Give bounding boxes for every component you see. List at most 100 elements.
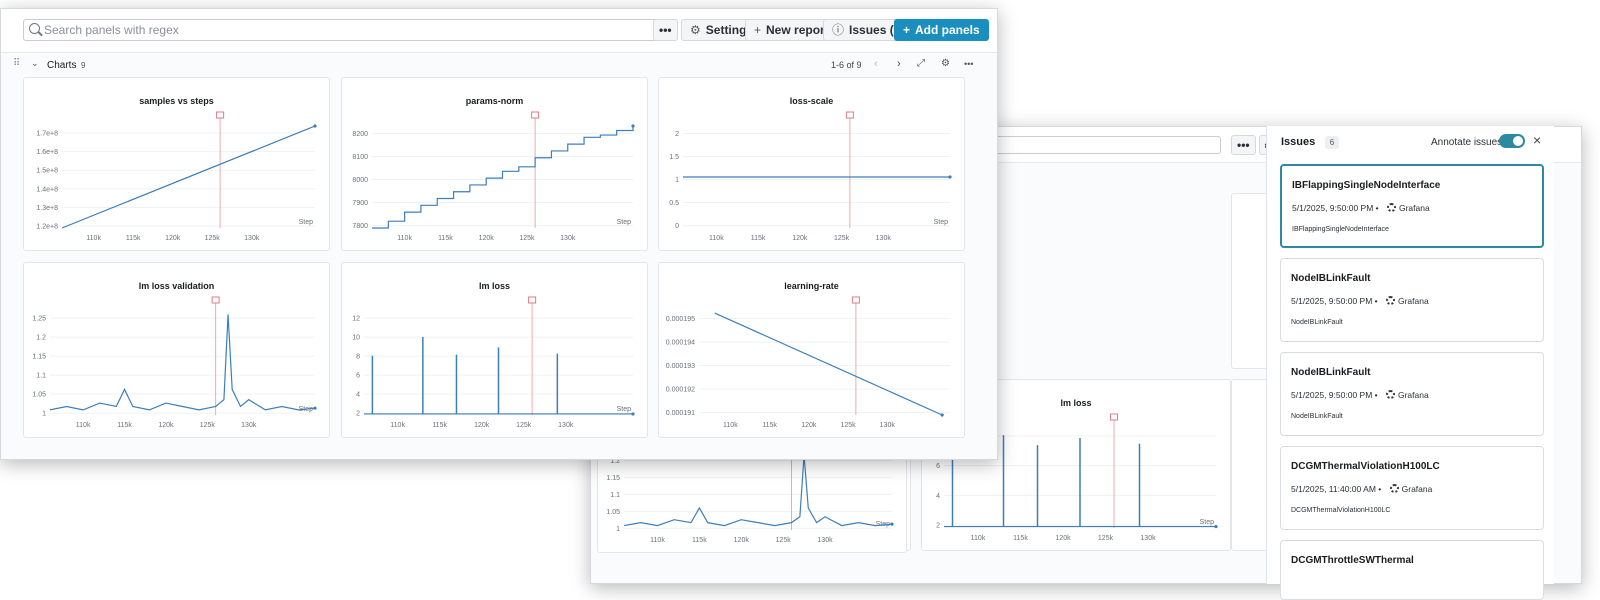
x-tick-label: 125k xyxy=(200,422,216,429)
grafana-icon xyxy=(1385,390,1395,399)
y-tick-label: 1.25 xyxy=(32,316,46,323)
issue-card-5[interactable]: DCGMThrottleSWThermal xyxy=(1280,540,1544,600)
y-tick-label: 1.2 xyxy=(610,458,620,465)
x-tick-label: 110k xyxy=(86,235,101,242)
y-tick-label: 1.7e+8 xyxy=(36,130,58,137)
chart-title: lm loss xyxy=(1060,398,1092,408)
x-axis-label: Step xyxy=(617,219,632,226)
issue-annotation-marker xyxy=(851,296,860,304)
x-tick-label: 125k xyxy=(834,235,850,242)
chevron-left-icon[interactable]: ‹ xyxy=(874,58,878,70)
issue-source: Grafana xyxy=(1397,390,1429,400)
chart-panel-params-norm[interactable]: params-norm 7800 7900 8000 8100 8200 110k 115k… xyxy=(341,77,648,251)
chart-title: lm loss validation xyxy=(138,281,215,291)
more-options-button[interactable]: ••• xyxy=(653,19,678,41)
x-tick-label: 110k xyxy=(650,537,665,544)
annotate-issues-toggle[interactable] xyxy=(1499,134,1525,148)
x-tick-label: 115k xyxy=(1013,535,1028,542)
plus-icon: + xyxy=(903,23,911,37)
issue-title: IBFlappingSingleNodeInterface xyxy=(1292,180,1441,191)
issues-button[interactable]: ⓘ Issues (6) xyxy=(823,19,914,41)
chart-panel-learning-rate[interactable]: learning-rate 0.000191 0.000192 0.000193 0.… xyxy=(658,262,965,438)
section-more-icon[interactable]: ••• xyxy=(964,59,974,69)
chart-panel-loss-scale[interactable]: loss-scale 0 0.5 1 1.5 2 110k 115k 120k 125k 130k… xyxy=(658,77,965,251)
x-tick-label: 110k xyxy=(76,422,91,429)
y-tick-label: 1.4e+8 xyxy=(36,186,58,193)
x-tick-label: 130k xyxy=(244,235,260,242)
x-tick-label: 125k xyxy=(205,235,221,242)
y-tick-label: 1.1 xyxy=(36,373,46,380)
expand-icon[interactable]: ⤢ xyxy=(917,58,925,69)
x-tick-label: 120k xyxy=(474,422,490,429)
back-chart-learning-rate xyxy=(1231,379,1271,551)
y-tick-label: 8200 xyxy=(352,131,368,138)
issue-title: DCGMThermalViolationH100LC xyxy=(1291,461,1440,472)
add-panels-button[interactable]: + Add panels xyxy=(894,19,989,41)
x-tick-label: 125k xyxy=(519,235,535,242)
x-tick-label: 115k xyxy=(751,235,766,242)
x-tick-label: 130k xyxy=(560,235,576,242)
series-end-point xyxy=(631,412,635,416)
issue-card-1[interactable]: IBFlappingSingleNodeInterface 5/1/2025, … xyxy=(1280,164,1544,248)
charts-section-header: ⠿ ⌄ Charts 9 1-6 of 9 ‹ › ⤢ ⚙ ••• xyxy=(1,53,997,81)
x-tick-label: 110k xyxy=(971,535,986,542)
series-line xyxy=(49,314,316,411)
chevron-down-icon[interactable]: ⌄ xyxy=(31,58,39,68)
x-axis-label: Step xyxy=(1200,519,1215,526)
search-input[interactable]: Search panels with regex xyxy=(23,19,663,41)
x-tick-label: 125k xyxy=(840,422,856,429)
issue-subtitle: NodeIBLinkFault xyxy=(1291,319,1343,326)
section-settings-gear-icon[interactable]: ⚙ xyxy=(941,58,950,69)
x-tick-label: 115k xyxy=(692,537,707,544)
issue-subtitle: IBFlappingSingleNodeInterface xyxy=(1292,226,1389,233)
new-report-button[interactable]: + New report xyxy=(745,19,838,41)
chart-plot: 2 4 6 8 10 12 110k 115k 120k 125k 130k Step xyxy=(352,296,635,429)
y-tick-label: 1.05 xyxy=(32,392,46,399)
grafana-icon xyxy=(1389,484,1399,493)
y-tick-label: 2 xyxy=(356,411,360,418)
issue-time: 5/1/2025, 9:50:00 PM xyxy=(1291,296,1373,306)
issue-source: Grafana xyxy=(1398,203,1430,213)
y-tick-label: 1.5e+8 xyxy=(36,168,58,175)
issue-title: DCGMThrottleSWThermal xyxy=(1291,555,1414,566)
issue-card-4[interactable]: DCGMThermalViolationH100LC 5/1/2025, 11:… xyxy=(1280,446,1544,530)
x-tick-label: 115k xyxy=(762,422,777,429)
x-axis-label: Step xyxy=(299,219,314,226)
y-tick-label: 0.000194 xyxy=(666,340,695,347)
issue-meta: 5/1/2025, 11:40:00 AM • Grafana xyxy=(1291,484,1433,494)
x-tick-label: 125k xyxy=(1098,535,1114,542)
series-end-point xyxy=(940,413,944,417)
y-tick-label: 0.000192 xyxy=(666,387,695,394)
settings-button[interactable]: ⚙ Settings xyxy=(681,19,763,41)
y-tick-label: 6 xyxy=(936,463,940,470)
y-tick-label: 1 xyxy=(616,526,620,533)
issue-annotation-marker xyxy=(211,296,220,304)
issue-card-3[interactable]: NodeIBLinkFault 5/1/2025, 9:50:00 PM • G… xyxy=(1280,352,1544,436)
y-tick-label: 2 xyxy=(936,523,940,530)
chart-plot: 1.2e+8 1.3e+8 1.4e+8 1.5e+8 1.6e+8 1.7e+8 110k… xyxy=(36,111,317,242)
y-tick-label: 0.000195 xyxy=(666,316,695,323)
issue-time: 5/1/2025, 11:40:00 AM xyxy=(1291,484,1376,494)
y-tick-label: 1.1 xyxy=(610,492,620,499)
x-tick-label: 125k xyxy=(776,537,792,544)
issue-subtitle: NodeIBLinkFault xyxy=(1291,413,1343,420)
chevron-right-icon[interactable]: › xyxy=(897,58,901,70)
chart-panel-lm-loss[interactable]: lm loss 2 4 6 8 10 12 110k 115k 120k 125k 130k Step xyxy=(341,262,648,438)
x-tick-label: 130k xyxy=(241,422,257,429)
section-count: 9 xyxy=(81,61,86,70)
issues-label: Issues (6) xyxy=(849,23,905,37)
y-tick-label: 12 xyxy=(352,316,360,323)
x-tick-label: 130k xyxy=(876,235,892,242)
close-icon[interactable]: × xyxy=(1533,132,1542,148)
y-tick-label: 1 xyxy=(675,177,679,184)
chart-panel-lm-loss-validation[interactable]: lm loss validation 1 1.05 1.1 1.15 1.2 1.25 11… xyxy=(23,262,330,438)
new-report-label: New report xyxy=(766,23,829,37)
y-tick-label: 1.3e+8 xyxy=(36,205,58,212)
back-more-button[interactable]: ••• xyxy=(1231,135,1256,155)
drag-handle-icon[interactable]: ⠿ xyxy=(13,58,20,69)
x-tick-label: 110k xyxy=(723,422,738,429)
chart-panel-samples-vs-steps[interactable]: samples vs steps 1.2e+8 1.3e+8 1.4e+8 1.5e+… xyxy=(23,77,330,251)
issue-card-2[interactable]: NodeIBLinkFault 5/1/2025, 9:50:00 PM • G… xyxy=(1280,258,1544,342)
add-panels-label: Add panels xyxy=(915,23,980,37)
